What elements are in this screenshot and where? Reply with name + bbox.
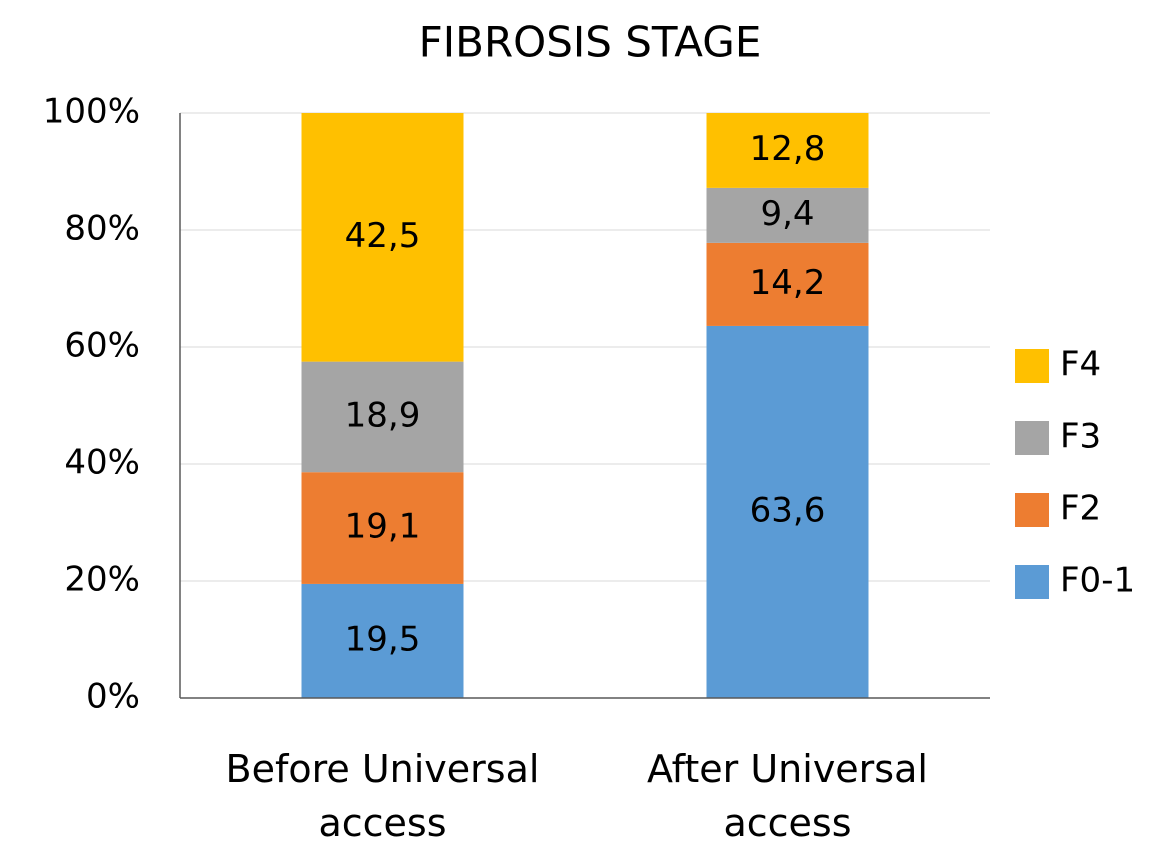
data-label: 63,6	[750, 490, 826, 530]
y-tick-label: 60%	[64, 326, 140, 366]
data-label: 42,5	[345, 216, 421, 256]
y-tick-label: 100%	[43, 92, 140, 132]
bar-segment	[706, 113, 869, 188]
legend-swatch	[1015, 565, 1049, 599]
data-label: 19,5	[345, 619, 421, 659]
bar-segment	[301, 361, 464, 473]
bar-segment	[706, 325, 869, 698]
data-label: 19,1	[345, 507, 421, 547]
legend-label: F4	[1060, 345, 1101, 385]
y-tick-label: 0%	[86, 677, 140, 717]
legend-swatch	[1015, 349, 1049, 383]
legend-swatch	[1015, 421, 1049, 455]
data-label: 18,9	[345, 395, 421, 435]
data-label: 14,2	[750, 263, 826, 303]
legend-label: F0-1	[1060, 561, 1135, 601]
bar-segment	[706, 242, 869, 326]
y-tick-label: 20%	[64, 560, 140, 600]
y-tick-label: 80%	[64, 209, 140, 249]
data-label: 9,4	[760, 194, 814, 234]
x-tick-label: After Universal access	[647, 747, 928, 845]
bar-segment	[706, 187, 869, 243]
bar-segment	[301, 113, 464, 362]
legend-label: F2	[1060, 489, 1101, 529]
y-tick-label: 40%	[64, 443, 140, 483]
legend-swatch	[1015, 493, 1049, 527]
chart-title: FIBROSIS STAGE	[419, 18, 762, 67]
bar-segment	[301, 472, 464, 584]
x-tick-label: Before Universal access	[225, 747, 540, 845]
bar-segment	[301, 583, 464, 698]
data-label: 12,8	[750, 129, 826, 169]
legend-label: F3	[1060, 417, 1101, 457]
